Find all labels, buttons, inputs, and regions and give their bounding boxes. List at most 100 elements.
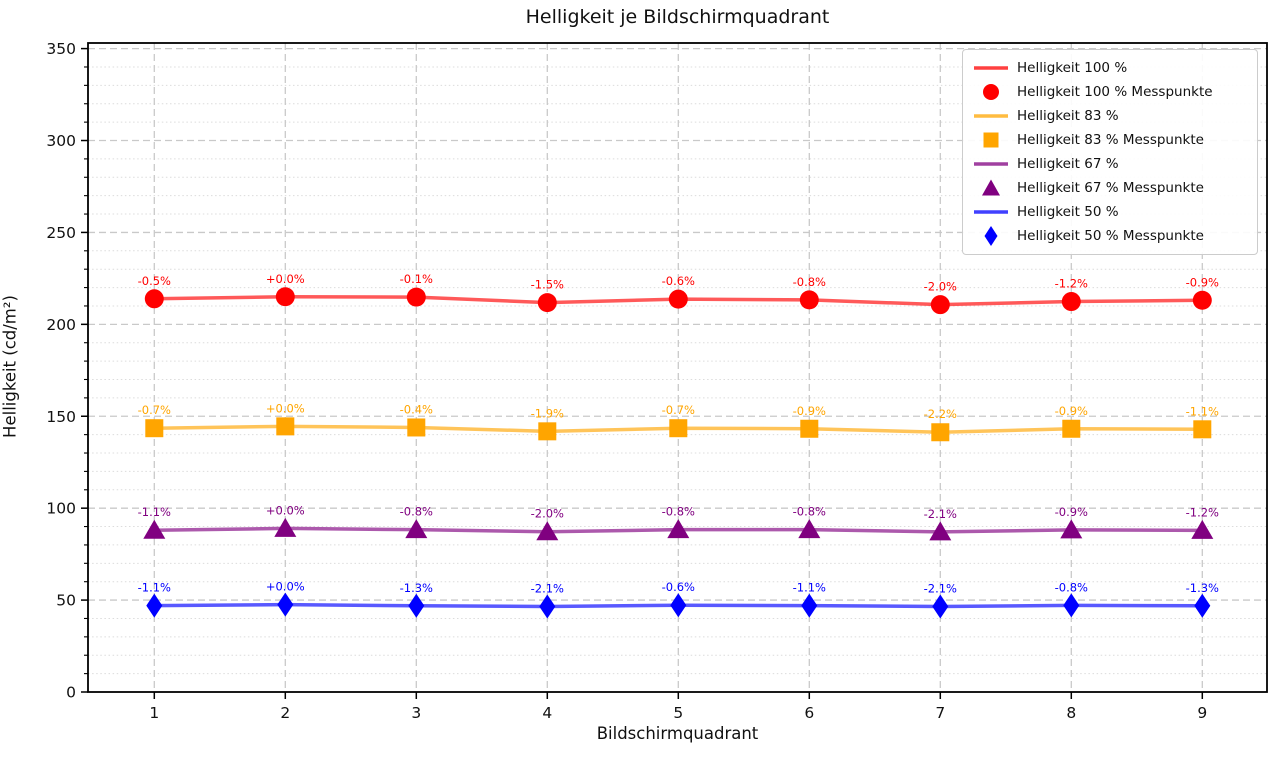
legend-item: Helligkeit 100 % Messpunkte — [971, 80, 1247, 104]
series-marker — [408, 593, 425, 618]
series-marker — [537, 293, 557, 313]
data-label: -1.1% — [138, 505, 171, 519]
data-label: -1.1% — [1186, 404, 1219, 418]
axes-spines — [87, 42, 1268, 693]
series-marker — [405, 519, 428, 539]
data-label: -0.9% — [1186, 275, 1219, 289]
data-label: -0.8% — [793, 275, 826, 289]
legend-label: Helligkeit 50 % Messpunkte — [1017, 228, 1204, 244]
data-label: +0.0% — [266, 401, 305, 415]
series-marker — [406, 287, 426, 307]
series-marker — [1061, 292, 1081, 312]
legend-label: Helligkeit 50 % — [1017, 204, 1119, 220]
legend-item: Helligkeit 50 % — [971, 200, 1247, 224]
legend-item: Helligkeit 67 % — [971, 152, 1247, 176]
series-marker — [800, 419, 819, 438]
y-tick-label: 350 — [46, 40, 76, 58]
legend-triangle — [982, 179, 1000, 196]
series-marker — [1063, 593, 1080, 618]
data-label: -2.2% — [924, 407, 957, 421]
y-axis-label: Helligkeit (cd/m²) — [0, 295, 20, 438]
data-label: -0.8% — [793, 505, 826, 519]
legend-line-swatch — [971, 57, 1011, 79]
series-marker — [144, 289, 164, 309]
series-marker — [930, 295, 950, 315]
x-tick-label: 7 — [935, 704, 945, 722]
legend-circle-icon — [971, 81, 1011, 103]
series-marker — [668, 289, 688, 309]
data-label: -0.7% — [138, 403, 171, 417]
data-label: -0.6% — [662, 274, 695, 288]
x-tick-label: 3 — [411, 704, 421, 722]
y-tick-label: 250 — [46, 224, 76, 242]
x-tick-label: 5 — [673, 704, 683, 722]
x-tick-label: 2 — [280, 704, 290, 722]
series-marker — [932, 594, 949, 619]
data-label: -1.2% — [1055, 277, 1088, 291]
x-tick-label: 4 — [542, 704, 552, 722]
data-label: -0.1% — [400, 272, 433, 286]
data-label: -2.0% — [924, 280, 957, 294]
data-label: -0.5% — [138, 274, 171, 288]
legend-line-swatch — [971, 201, 1011, 223]
legend-item: Helligkeit 50 % Messpunkte — [971, 224, 1247, 248]
data-label: -1.3% — [1186, 581, 1219, 595]
series-marker — [799, 290, 819, 310]
series-marker — [275, 287, 295, 307]
series-marker — [1194, 593, 1211, 618]
y-tick-label: 100 — [46, 500, 76, 518]
data-label: -2.1% — [531, 582, 564, 596]
series-marker — [1060, 519, 1083, 539]
x-tick-label: 9 — [1197, 704, 1207, 722]
series-marker — [1191, 519, 1214, 539]
legend-label: Helligkeit 83 % — [1017, 108, 1119, 124]
data-label: -0.9% — [1055, 404, 1088, 418]
data-label: -0.8% — [1055, 580, 1088, 594]
data-label: -0.8% — [400, 505, 433, 519]
series-marker — [667, 519, 690, 539]
data-label: -0.9% — [1055, 505, 1088, 519]
series-marker — [145, 419, 164, 438]
y-tick-label: 300 — [46, 132, 76, 150]
data-label: -1.9% — [531, 406, 564, 420]
y-tick-label: 200 — [46, 316, 76, 334]
series-marker — [1192, 290, 1212, 310]
legend: Helligkeit 100 % Helligkeit 100 % Messpun… — [962, 49, 1258, 255]
series-marker — [669, 419, 688, 438]
legend-square-icon — [971, 129, 1011, 151]
x-tick-label: 8 — [1066, 704, 1076, 722]
x-axis-label: Bildschirmquadrant — [596, 724, 759, 743]
series-marker — [801, 593, 818, 618]
data-label: -1.1% — [793, 581, 826, 595]
legend-item: Helligkeit 83 % Messpunkte — [971, 128, 1247, 152]
series-marker — [276, 417, 295, 436]
data-label: -1.5% — [531, 278, 564, 292]
y-tick-label: 50 — [56, 592, 76, 610]
chart-title: Helligkeit je Bildschirmquadrant — [525, 6, 830, 28]
data-label: -1.3% — [400, 581, 433, 595]
data-label: -1.2% — [1186, 505, 1219, 519]
data-label: -0.7% — [662, 403, 695, 417]
data-label: +0.0% — [266, 503, 305, 517]
series-marker — [1193, 420, 1212, 439]
series-marker — [798, 519, 821, 539]
series-marker — [1062, 419, 1081, 438]
y-tick-label: 150 — [46, 408, 76, 426]
legend-label: Helligkeit 100 % Messpunkte — [1017, 84, 1213, 100]
series-marker — [536, 521, 559, 541]
y-tick-label: 0 — [66, 684, 76, 702]
data-label: -0.9% — [793, 404, 826, 418]
legend-label: Helligkeit 67 % Messpunkte — [1017, 180, 1204, 196]
legend-diamond — [984, 226, 998, 246]
data-label: +0.0% — [266, 580, 305, 594]
series-marker — [274, 517, 297, 537]
legend-label: Helligkeit 100 % — [1017, 60, 1128, 76]
series-marker — [539, 594, 556, 619]
data-label: -2.1% — [924, 507, 957, 521]
data-label: -0.4% — [400, 402, 433, 416]
legend-circle — [983, 84, 999, 100]
data-label: +0.0% — [266, 272, 305, 286]
legend-label: Helligkeit 67 % — [1017, 156, 1119, 172]
